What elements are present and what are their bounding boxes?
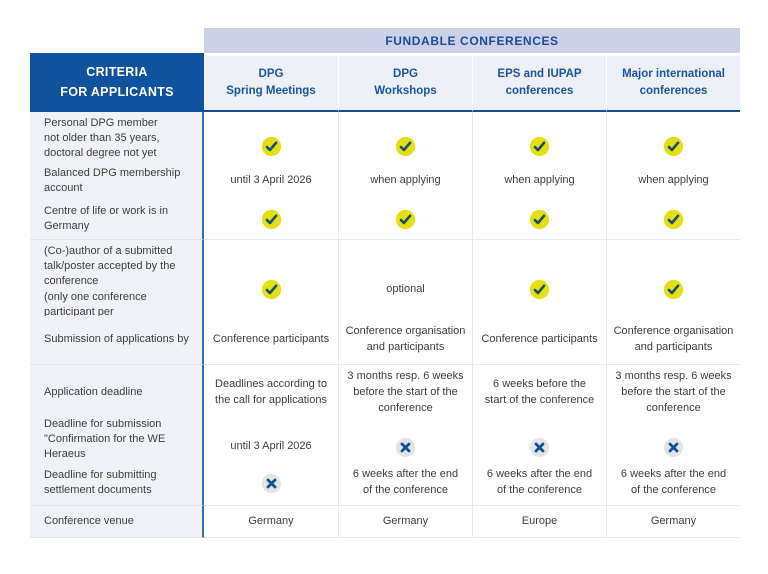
check-icon — [261, 279, 282, 300]
value-text: 3 months resp. 6 weeks before the start … — [347, 370, 464, 414]
band-title: FUNDABLE CONFERENCES — [385, 33, 559, 48]
column-header-label: DPG Spring Meetings — [226, 67, 316, 97]
criteria-text: Centre of life or work is in Germany — [44, 204, 169, 232]
table-row: (Co-)author of a submitted talk/poster a… — [30, 240, 740, 341]
table-row: Centre of life or work is in Germany — [30, 199, 740, 240]
check-icon — [261, 209, 282, 230]
value-text: when applying — [638, 174, 709, 187]
column-header-label: EPS and IUPAP conferences — [497, 67, 582, 97]
value-cell: Conference organisation and participants — [338, 316, 472, 365]
value-text: until 3 April 2026 — [230, 174, 312, 187]
value-text: Germany — [650, 514, 697, 527]
comparison-table: FUNDABLE CONFERENCES CRITERIA FOR APPLIC… — [30, 28, 740, 538]
cross-icon — [395, 437, 416, 458]
value-text: Europe — [521, 514, 558, 527]
value-text: Conference participants — [212, 333, 330, 346]
value-text: until 3 April 2026 — [230, 440, 312, 453]
value-text: 6 weeks after the end of the conference — [486, 468, 593, 496]
value-cell: 3 months resp. 6 weeks before the start … — [606, 365, 740, 422]
value-cell — [338, 199, 472, 240]
value-text: Conference participants — [481, 333, 598, 346]
value-text: 6 weeks before the start of the conferen… — [484, 377, 595, 406]
value-text: 6 weeks after the end of the conference — [620, 468, 727, 496]
value-cell: Germany — [204, 506, 338, 538]
check-icon — [395, 136, 416, 157]
value-cell: 6 weeks after the end of the conference — [472, 461, 606, 506]
value-cell: Germany — [606, 506, 740, 538]
table-row: Personal DPG member not older than 35 ye… — [30, 112, 740, 182]
criteria-text: Application deadline — [44, 386, 143, 399]
criteria-text: Deadline for submitting settlement docum… — [44, 468, 157, 496]
value-cell: 6 weeks after the end of the conference — [338, 461, 472, 506]
criteria-cell: Centre of life or work is in Germany — [30, 199, 204, 240]
table-row: Deadline for submitting settlement docum… — [30, 461, 740, 506]
criteria-cell: Application deadline — [30, 365, 204, 422]
check-icon — [663, 136, 684, 157]
table-row: Application deadline Deadlines according … — [30, 365, 740, 422]
check-icon — [529, 209, 550, 230]
band-row: FUNDABLE CONFERENCES — [30, 28, 740, 53]
value-cell: when applying — [338, 162, 472, 202]
check-icon — [529, 279, 550, 300]
fundable-conferences-band: FUNDABLE CONFERENCES — [204, 28, 740, 53]
value-cell: 3 months resp. 6 weeks before the start … — [338, 365, 472, 422]
check-icon — [529, 136, 550, 157]
value-cell — [472, 199, 606, 240]
value-text: Germany — [248, 514, 294, 527]
table-body: Personal DPG member not older than 35 ye… — [30, 112, 740, 538]
criteria-text: Submission of applications by — [44, 333, 189, 346]
value-text: when applying — [370, 174, 441, 187]
cross-icon — [529, 437, 550, 458]
value-cell: Germany — [338, 506, 472, 538]
value-cell — [204, 199, 338, 240]
check-icon — [261, 136, 282, 157]
value-text: 6 weeks after the end of the conference — [352, 468, 459, 496]
column-header-eps-iupap: EPS and IUPAP conferences — [472, 56, 606, 112]
table-row: Conference venue Germany Germany Europe Germ… — [30, 506, 740, 538]
value-cell: Europe — [472, 506, 606, 538]
value-cell: 6 weeks after the end of the conference — [606, 461, 740, 506]
value-text: 3 months resp. 6 weeks before the start … — [615, 370, 732, 414]
column-header-label: Major international conferences — [622, 67, 725, 97]
value-cell: Conference participants — [204, 316, 338, 365]
value-cell: when applying — [472, 162, 606, 202]
check-icon — [395, 209, 416, 230]
cross-icon — [261, 473, 282, 494]
table-row: Submission of applications by Conference … — [30, 316, 740, 365]
table-row: Balanced DPG membership account until 3 A… — [30, 162, 740, 202]
value-cell: when applying — [606, 162, 740, 202]
column-header-dpg-spring-meetings: DPG Spring Meetings — [204, 56, 338, 112]
value-text: optional — [386, 282, 425, 295]
value-text: when applying — [504, 174, 575, 187]
value-cell: until 3 April 2026 — [204, 162, 338, 202]
criteria-cell: Balanced DPG membership account — [30, 162, 204, 202]
value-cell: Conference participants — [472, 316, 606, 365]
column-header-dpg-workshops: DPG Workshops — [338, 56, 472, 112]
criteria-cell: Conference venue — [30, 506, 204, 538]
value-text: Conference organisation and participants — [345, 325, 466, 353]
criteria-text: Conference venue — [44, 514, 134, 527]
value-cell: Deadlines according to the call for appl… — [204, 365, 338, 422]
value-text: Germany — [382, 514, 429, 527]
column-header-major-international: Major international conferences — [606, 56, 740, 112]
header-row: CRITERIA FOR APPLICANTS DPG Spring Meeti… — [30, 53, 740, 112]
criteria-text: Balanced DPG membership account — [44, 167, 181, 195]
value-cell — [204, 461, 338, 506]
criteria-cell: Submission of applications by — [30, 316, 204, 365]
criteria-header: CRITERIA FOR APPLICANTS — [30, 53, 204, 112]
cross-icon — [663, 437, 684, 458]
value-text: Deadlines according to the call for appl… — [215, 377, 327, 406]
column-header-label: DPG Workshops — [374, 67, 437, 97]
value-cell — [606, 199, 740, 240]
criteria-cell: Deadline for submitting settlement docum… — [30, 461, 204, 506]
check-icon — [663, 209, 684, 230]
band-spacer — [30, 28, 204, 53]
table-row: Deadline for submission "Confirmation fo… — [30, 413, 740, 483]
value-text: Conference organisation and participants — [613, 325, 734, 353]
criteria-header-label: CRITERIA FOR APPLICANTS — [60, 65, 174, 99]
value-cell: Conference organisation and participants — [606, 316, 740, 365]
check-icon — [663, 279, 684, 300]
